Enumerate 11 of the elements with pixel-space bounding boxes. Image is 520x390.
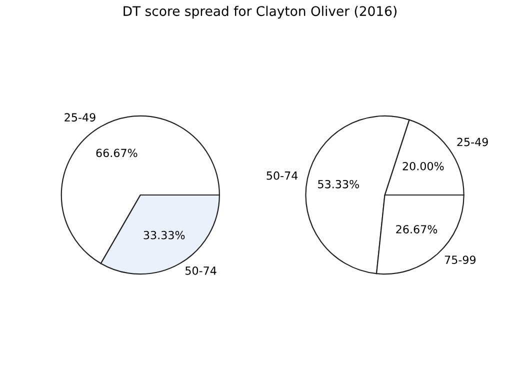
slice-label: 75-99 <box>444 256 476 264</box>
slice-label: 25-49 <box>457 138 488 146</box>
text: DT score spread for Clayton Oliver (2016) <box>124 6 396 19</box>
data-label: 66.67% <box>96 148 138 158</box>
data-label: 53.33% <box>318 180 359 188</box>
slice-label: 50-74 <box>266 171 298 180</box>
slice-label: 25-49 <box>64 113 96 122</box>
data-label: 33.33% <box>144 230 185 240</box>
slice-label: 50-74 <box>186 266 216 275</box>
data-label: 20.00% <box>402 162 444 170</box>
data-label: 26.67% <box>396 225 438 234</box>
